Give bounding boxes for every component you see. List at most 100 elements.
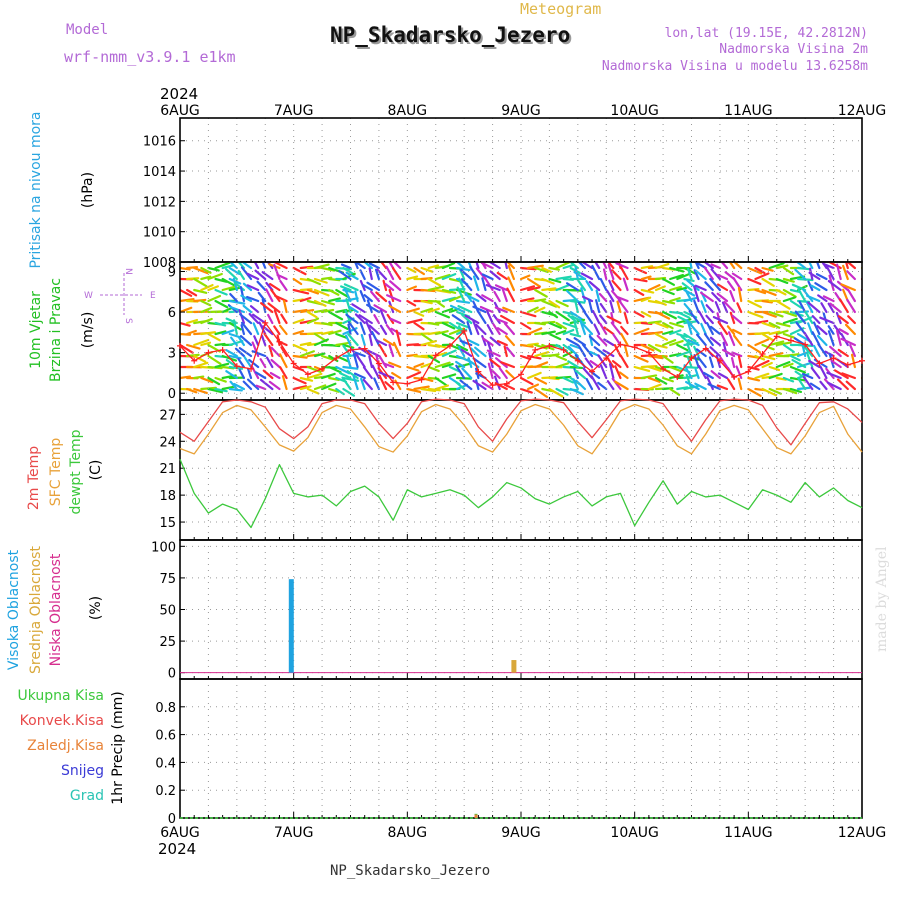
wind-arrow <box>833 324 842 336</box>
wind-arrow <box>466 338 480 347</box>
wind-arrow <box>527 277 542 288</box>
wind-arrow <box>569 310 584 321</box>
wind-arrow <box>676 310 691 319</box>
wind-speed-marker <box>404 380 411 387</box>
compass-e: E <box>150 291 156 301</box>
wind-arrow <box>186 329 197 336</box>
wind-arrow <box>817 294 828 303</box>
wind-arrow <box>782 387 798 395</box>
wind-arrow <box>860 343 862 347</box>
wind-arrow <box>328 297 341 303</box>
wind-arrow <box>472 275 480 292</box>
wind-arrow <box>306 387 320 395</box>
wind-arrow <box>365 320 373 336</box>
wind-arrow <box>354 313 366 325</box>
wind-arrow <box>441 262 456 270</box>
wind-arrow <box>555 321 567 330</box>
wind-arrow <box>727 378 736 391</box>
wind-arrow <box>320 266 336 272</box>
wind-arrow <box>233 281 246 292</box>
wind-arrow <box>485 309 494 325</box>
wind-arrow <box>789 376 807 382</box>
wind-arrow <box>252 313 267 325</box>
wind-arrow <box>761 387 778 397</box>
wind-arrow <box>572 378 579 391</box>
wind-arrow <box>841 372 856 380</box>
wind-arrow <box>647 376 661 383</box>
cloud-bar <box>288 579 294 673</box>
wind-speed-marker <box>844 361 851 368</box>
meteogram-label: Meteogram <box>520 0 601 18</box>
series-line <box>179 458 863 529</box>
wind-arrow <box>391 267 402 281</box>
wind-arrow <box>827 279 842 292</box>
wind-arrow <box>338 270 352 281</box>
wind-arrow <box>720 262 729 270</box>
wind-arrow <box>761 354 776 361</box>
wind-axis-labels: 10m Vjetar Brzina i Pravac (m/s) <box>28 278 96 382</box>
bottom-date-label: 11AUG <box>724 825 773 841</box>
wind-arrow <box>487 262 501 270</box>
wind-arrow <box>794 268 807 281</box>
y-tick-label: 6 <box>168 306 176 321</box>
wind-arrow <box>496 318 508 325</box>
wind-speed-marker <box>418 376 425 383</box>
wind-arrow <box>239 285 246 303</box>
wind-arrow <box>242 304 253 314</box>
wind-arrow <box>534 288 548 298</box>
wind-arrow <box>320 354 334 361</box>
wind-arrow <box>207 272 223 281</box>
wind-arrow <box>687 339 700 347</box>
wind-arrow <box>225 370 238 380</box>
wind-arrow <box>472 305 487 314</box>
wind-arrow <box>492 323 501 336</box>
wind-speed-marker <box>603 355 610 362</box>
station-title: NP_Skadarsko_Jezero <box>330 23 570 47</box>
wind-arrow <box>262 369 274 380</box>
wind-arrow <box>822 295 835 303</box>
wind-arrow <box>594 262 601 270</box>
wind-arrow <box>593 323 601 336</box>
wind-speed-marker <box>773 333 780 340</box>
wind-arrow <box>555 387 569 396</box>
wind-arrow <box>702 262 714 270</box>
wind-arrow <box>569 387 584 396</box>
wind-arrow <box>420 339 438 347</box>
wind-arrow <box>611 377 622 391</box>
precip-legend-label: Snijeg <box>61 763 104 779</box>
wind-arrow <box>278 324 288 336</box>
wind-arrow <box>736 302 743 314</box>
wind-arrow <box>775 277 789 285</box>
wind-arrow <box>669 285 683 292</box>
wind-arrow <box>640 343 655 352</box>
wind-arrow <box>548 332 562 341</box>
wind-arrow <box>616 300 622 314</box>
wind-arrow <box>602 268 608 281</box>
wind-arrow <box>356 354 366 369</box>
wind-arrow <box>240 266 253 281</box>
wind-arrow <box>434 330 449 336</box>
wind-arrow <box>193 288 208 294</box>
wind-arrow <box>200 306 213 314</box>
wind-arrow <box>221 385 237 391</box>
wind-arrow <box>622 277 629 292</box>
wind-arrow <box>806 294 821 303</box>
wind-arrow <box>661 321 674 330</box>
wind-arrow <box>489 336 501 347</box>
wind-arrow <box>292 385 308 391</box>
cloud-unit-label: (%) <box>88 596 104 620</box>
wind-speed-marker <box>319 365 326 372</box>
wind-arrow <box>221 285 236 292</box>
wind-arrow <box>548 310 559 319</box>
wind-arrow <box>519 297 535 303</box>
wind-arrow <box>700 322 707 336</box>
wind-arrow <box>260 302 274 314</box>
precip-legend-label: Grad <box>70 788 104 804</box>
wind-arrow <box>562 263 575 270</box>
wind-arrow <box>609 300 615 314</box>
wind-speed-marker <box>802 341 809 348</box>
wind-arrow <box>794 310 807 325</box>
cloud-high-label: Visoka Oblacnost <box>6 549 22 670</box>
wind-arrow <box>472 357 487 369</box>
wind-arrow <box>504 335 515 347</box>
